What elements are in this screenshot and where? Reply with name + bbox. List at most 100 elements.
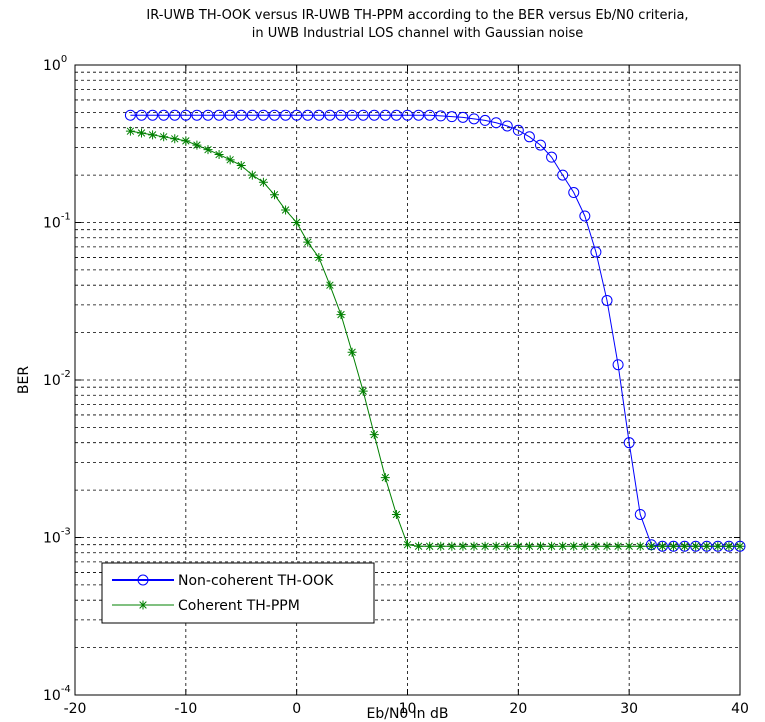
data-point-th-ppm bbox=[680, 541, 690, 551]
data-point-th-ook bbox=[457, 111, 469, 123]
data-point-th-ook bbox=[557, 169, 569, 181]
data-point-th-ppm bbox=[369, 430, 379, 440]
data-point-th-ppm bbox=[569, 541, 579, 551]
y-tick-label: 10-1 bbox=[43, 212, 71, 232]
data-point-th-ook bbox=[468, 113, 480, 125]
data-point-th-ook bbox=[235, 109, 247, 121]
x-tick-label: 10 bbox=[399, 701, 417, 717]
data-point-th-ook bbox=[191, 109, 203, 121]
data-point-th-ppm bbox=[447, 541, 457, 551]
legend-label-th-ook: Non-coherent TH-OOK bbox=[178, 573, 334, 589]
data-point-th-ppm bbox=[724, 541, 734, 551]
series-line-th-ook bbox=[130, 114, 740, 547]
legend: Non-coherent TH-OOK Coherent TH-PPM bbox=[101, 562, 375, 624]
data-point-th-ppm bbox=[702, 541, 712, 551]
data-point-th-ppm bbox=[524, 541, 534, 551]
legend-box bbox=[101, 562, 375, 624]
data-point-th-ppm bbox=[458, 541, 468, 551]
data-point-th-ook bbox=[269, 109, 280, 121]
data-point-th-ook bbox=[634, 508, 646, 520]
data-point-th-ppm bbox=[247, 170, 257, 180]
x-tick-label: 30 bbox=[620, 701, 638, 717]
data-point-th-ppm bbox=[159, 132, 169, 142]
data-point-th-ook bbox=[291, 109, 303, 121]
data-point-th-ook bbox=[413, 109, 425, 121]
data-point-th-ook bbox=[124, 109, 136, 121]
data-point-th-ook bbox=[424, 109, 436, 121]
data-point-th-ook bbox=[379, 109, 391, 121]
data-point-th-ook bbox=[546, 151, 558, 163]
data-point-th-ppm bbox=[336, 310, 346, 320]
data-point-th-ppm bbox=[203, 145, 213, 155]
series-line-th-ppm bbox=[130, 130, 740, 547]
x-tick-label: 40 bbox=[731, 701, 749, 717]
data-point-th-ppm bbox=[691, 541, 701, 551]
y-tick-label: 10-4 bbox=[43, 684, 71, 704]
data-point-th-ppm bbox=[502, 541, 512, 551]
data-point-th-ppm bbox=[403, 540, 412, 550]
data-point-th-ppm bbox=[347, 347, 357, 357]
data-point-th-ook bbox=[568, 187, 580, 199]
y-tick-label: 10-3 bbox=[43, 527, 71, 547]
data-point-th-ook bbox=[357, 109, 369, 121]
data-point-th-ppm bbox=[137, 128, 146, 138]
series-th-ppm bbox=[125, 126, 745, 551]
data-point-th-ppm bbox=[380, 473, 390, 483]
data-point-th-ook bbox=[313, 109, 325, 121]
data-point-th-ppm bbox=[358, 386, 368, 396]
y-axis-label: BER bbox=[16, 366, 32, 394]
data-point-th-ppm bbox=[258, 177, 268, 187]
data-point-th-ook bbox=[169, 109, 181, 121]
data-point-th-ppm bbox=[303, 237, 313, 247]
data-point-th-ppm bbox=[591, 541, 601, 551]
data-point-th-ppm bbox=[624, 541, 634, 551]
data-point-th-ppm bbox=[735, 541, 745, 551]
data-point-th-ppm bbox=[646, 541, 656, 551]
data-point-th-ppm bbox=[558, 541, 568, 551]
data-point-th-ook bbox=[479, 114, 491, 126]
data-point-th-ppm bbox=[214, 150, 224, 160]
data-point-th-ook bbox=[402, 109, 413, 121]
data-point-th-ppm bbox=[635, 541, 645, 551]
x-tick-label: -10 bbox=[174, 701, 197, 717]
data-point-th-ppm bbox=[125, 126, 135, 136]
grid-lines bbox=[75, 65, 740, 695]
data-point-th-ppm bbox=[181, 136, 191, 146]
data-point-th-ook bbox=[435, 110, 447, 122]
x-axis-label: Eb/N0 in dB bbox=[367, 706, 449, 722]
y-tick-label: 100 bbox=[43, 54, 67, 74]
data-point-th-ppm bbox=[236, 161, 246, 171]
data-point-th-ppm bbox=[513, 541, 523, 551]
data-point-th-ppm bbox=[480, 541, 490, 551]
data-point-th-ook bbox=[590, 246, 602, 258]
data-point-th-ook bbox=[180, 109, 192, 121]
legend-marker-th-ook bbox=[137, 574, 149, 586]
data-point-th-ppm bbox=[148, 130, 158, 140]
x-tick-label: -20 bbox=[64, 701, 87, 717]
chart-title: IR-UWB TH-OOK versus IR-UWB TH-PPM accor… bbox=[146, 8, 688, 23]
data-point-th-ook bbox=[390, 109, 402, 121]
data-point-th-ook bbox=[446, 111, 458, 123]
data-point-th-ppm bbox=[536, 541, 545, 551]
x-tick-label: 0 bbox=[292, 701, 301, 717]
data-point-th-ppm bbox=[192, 140, 202, 150]
data-point-th-ook bbox=[535, 139, 546, 151]
data-point-th-ook bbox=[601, 294, 613, 306]
data-point-th-ppm bbox=[602, 541, 612, 551]
data-point-th-ppm bbox=[270, 190, 279, 200]
data-point-th-ppm bbox=[580, 541, 590, 551]
data-point-th-ook bbox=[512, 124, 524, 136]
data-point-th-ppm bbox=[547, 541, 557, 551]
data-point-th-ppm bbox=[281, 205, 291, 215]
data-point-th-ppm bbox=[225, 155, 235, 165]
data-point-th-ook bbox=[213, 109, 225, 121]
data-point-th-ook bbox=[368, 109, 380, 121]
data-point-th-ook bbox=[246, 109, 258, 121]
data-point-th-ook bbox=[523, 131, 535, 143]
data-point-th-ook bbox=[158, 109, 170, 121]
data-point-th-ook bbox=[623, 437, 635, 449]
data-point-th-ppm bbox=[391, 509, 401, 519]
y-tick-label: 10-2 bbox=[43, 369, 71, 389]
